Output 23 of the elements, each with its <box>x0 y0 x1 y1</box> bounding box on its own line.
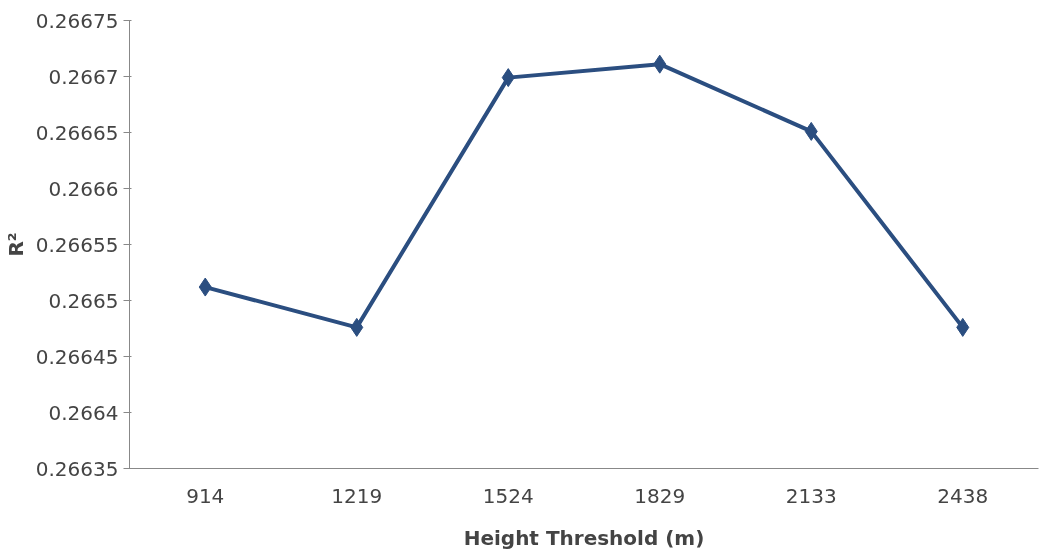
y-tick-label: 0.26665 <box>35 120 119 145</box>
x-tick-label: 914 <box>186 483 225 508</box>
point <box>653 54 667 74</box>
x-tick-label: 2133 <box>785 483 837 508</box>
y-tick-label: 0.2666 <box>48 176 119 201</box>
point <box>198 277 212 297</box>
y-tick-label: 0.2665 <box>48 288 119 313</box>
x-tick-label: 1219 <box>331 483 383 508</box>
y-tick-label: 0.26675 <box>35 8 119 33</box>
point <box>956 317 970 337</box>
y-tick-label: 0.26645 <box>35 344 119 369</box>
x-tick-label: 2438 <box>937 483 989 508</box>
y-tick-label: 0.2664 <box>48 400 119 425</box>
y-tick-label: 0.2667 <box>48 64 119 89</box>
point <box>350 317 364 337</box>
y-axis-title: R² <box>3 232 28 257</box>
y-tick-label: 0.26655 <box>35 232 119 257</box>
point <box>501 68 515 88</box>
x-axis-title: Height Threshold (m) <box>463 525 705 550</box>
x-tick-label: 1829 <box>634 483 686 508</box>
x-tick-label: 1524 <box>482 483 534 508</box>
y-tick-label: 0.26635 <box>35 456 119 481</box>
point <box>804 121 818 141</box>
